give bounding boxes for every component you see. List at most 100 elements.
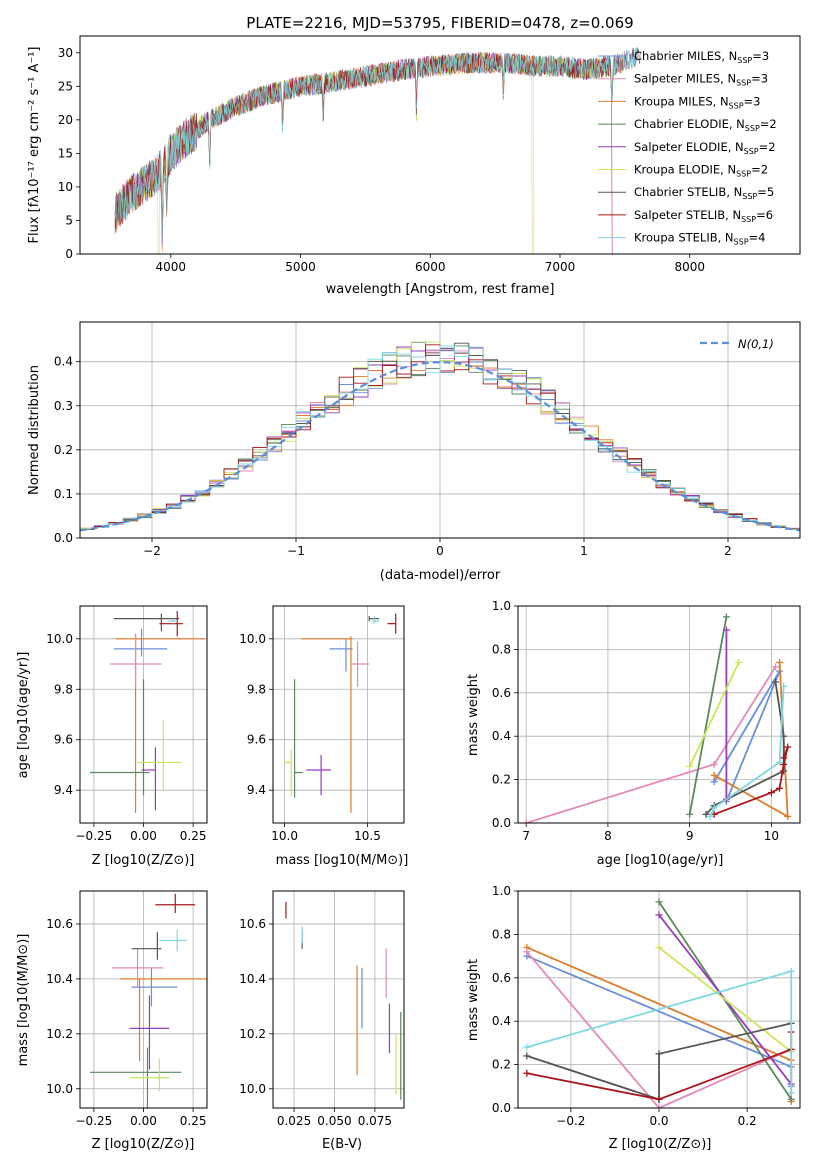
y-tick-label: 9.4 <box>54 783 73 797</box>
age-vs-mass-xlabel: mass [log10(M/M⊙)] <box>276 853 409 868</box>
spectrum-series-line <box>114 47 638 239</box>
y-tick-label: 0.4 <box>54 355 73 369</box>
x-tick-label: 0.25 <box>180 829 207 843</box>
age-vs-z-xlabel: Z [log10(Z/Z⊙)] <box>92 853 195 868</box>
x-tick-label: −0.2 <box>556 1114 585 1128</box>
spectrum-legend: Chabrier MILES, NSSP=3 Salpeter MILES, NS… <box>598 49 777 247</box>
residuals-ylabel: Normed distribution <box>27 365 42 495</box>
plot-area <box>523 898 795 1108</box>
x-tick-label: 0 <box>436 544 444 558</box>
legend-entry: Kroupa STELIB, NSSP=4 <box>634 231 765 247</box>
x-tick-label: 0.00 <box>130 829 157 843</box>
x-tick-label: 1 <box>580 544 588 558</box>
x-tick-label: 0.050 <box>317 1114 351 1128</box>
y-tick-label: 0.2 <box>492 1058 511 1072</box>
legend-entry: Salpeter ELODIE, NSSP=2 <box>634 140 776 156</box>
residuals-legend: N(0,1) <box>700 337 774 351</box>
y-tick-label: 0.0 <box>492 1101 511 1115</box>
weight-vs-age-xlabel: age [log10(age/yr)] <box>597 853 724 868</box>
y-tick-label: 0.6 <box>492 686 511 700</box>
normal-reference-curve <box>80 360 800 532</box>
mass-vs-ebv-xlabel: E(B-V) <box>322 1137 362 1152</box>
x-tick-label: −0.25 <box>76 829 113 843</box>
plot-area <box>89 611 206 813</box>
spectrum-xlabel: wavelength [Angstrom, rest frame] <box>326 282 555 297</box>
y-tick-label: 20 <box>58 113 73 127</box>
y-tick-label: 9.8 <box>247 682 266 696</box>
panel-weight-vs-age: 7 8 9 10 0.0 0.2 0.4 0.6 0.8 1.0 <box>492 599 801 843</box>
spectrum-ylabel: Flux [fλ10⁻¹⁷ erg cm⁻² s⁻¹ A⁻¹] <box>27 47 42 244</box>
mass-vs-z-ylabel: mass [log10(M/M⊙)] <box>16 934 31 1067</box>
plot-area <box>284 613 397 813</box>
x-tick-label: 0.00 <box>130 1114 157 1128</box>
axes-frame <box>517 605 801 824</box>
y-tick-label: 15 <box>58 146 73 160</box>
y-tick-label: 9.8 <box>54 682 73 696</box>
x-tick-label: 8 <box>604 829 612 843</box>
axes-frame <box>79 890 208 1109</box>
y-tick-label: 0.2 <box>54 443 73 457</box>
y-tick-label: 1.0 <box>492 599 511 613</box>
y-tick-label: 0.4 <box>492 1014 511 1028</box>
spectrum-title: PLATE=2216, MJD=53795, FIBERID=0478, z=0… <box>246 14 633 32</box>
x-tick-label: 5000 <box>285 260 316 274</box>
weight-vs-age-ylabel: mass weight <box>466 674 481 756</box>
axes-frame <box>517 890 801 1109</box>
x-tick-label: 10.0 <box>271 829 298 843</box>
age-vs-z-ylabel: age [log10(age/yr)] <box>16 652 31 779</box>
y-tick-label: 0.0 <box>54 531 73 545</box>
x-tick-label: 6000 <box>415 260 446 274</box>
x-tick-label: 0.0 <box>649 1114 668 1128</box>
weight-series-line <box>688 662 740 767</box>
y-tick-label: 9.4 <box>247 783 266 797</box>
y-tick-label: 1.0 <box>492 884 511 898</box>
axes-frame <box>272 890 405 1109</box>
x-tick-label: −0.25 <box>76 1114 113 1128</box>
x-tick-label: −2 <box>143 544 161 558</box>
weight-series-line <box>709 686 785 817</box>
legend-entry: Chabrier ELODIE, NSSP=2 <box>634 117 777 133</box>
x-tick-label: 7 <box>522 829 530 843</box>
weight-series-line <box>713 746 789 816</box>
y-tick-label: 0.8 <box>492 642 511 656</box>
weight-vs-z-xlabel: Z [log10(Z/Z⊙)] <box>609 1137 712 1152</box>
x-tick-label: 10 <box>764 829 779 843</box>
weight-series-line <box>525 666 777 823</box>
x-tick-label: 4000 <box>156 260 187 274</box>
legend-entry: Chabrier STELIB, NSSP=5 <box>634 185 774 201</box>
x-tick-label: 10.5 <box>354 829 381 843</box>
y-tick-label: 30 <box>58 46 73 60</box>
y-tick-label: 10.2 <box>46 1027 73 1041</box>
x-tick-label: 0.25 <box>180 1114 207 1128</box>
plot-area <box>89 893 207 1108</box>
panel-age-vs-mass: 10.0 10.5 9.4 9.6 9.8 10.0 <box>239 605 405 843</box>
panel-mass-vs-Z: −0.25 0.00 0.25 10.0 10.2 10.4 10.6 <box>46 890 208 1128</box>
y-tick-label: 10.0 <box>46 1082 73 1096</box>
x-tick-label: −1 <box>287 544 305 558</box>
y-tick-label: 25 <box>58 79 73 93</box>
y-tick-label: 0.6 <box>492 971 511 985</box>
legend-entry: Chabrier MILES, NSSP=3 <box>634 49 769 65</box>
weight-series-line <box>688 616 728 815</box>
residuals-xlabel: (data-model)/error <box>380 568 501 583</box>
plot-area <box>80 341 800 538</box>
axes-frame <box>272 605 405 824</box>
y-tick-label: 0.0 <box>492 816 511 830</box>
y-tick-label: 10.0 <box>239 632 266 646</box>
y-tick-label: 10.0 <box>46 632 73 646</box>
panel-residuals: −2 −1 0 1 2 0.0 0.1 0.2 0.3 0.4 N(0,1) <box>54 321 801 558</box>
weight-series-line <box>526 951 792 1108</box>
y-tick-label: 0.8 <box>492 927 511 941</box>
y-tick-label: 0.4 <box>492 729 511 743</box>
x-tick-label: 8000 <box>674 260 705 274</box>
weight-vs-z-ylabel: mass weight <box>466 959 481 1041</box>
weight-series-line <box>526 1022 792 1101</box>
plot-area <box>114 47 641 254</box>
y-tick-label: 0 <box>65 247 73 261</box>
x-tick-label: 0.075 <box>358 1114 392 1128</box>
legend-entry: Salpeter STELIB, NSSP=6 <box>634 208 773 224</box>
y-tick-label: 10.4 <box>239 972 266 986</box>
y-tick-label: 0.2 <box>492 773 511 787</box>
axes-frame <box>79 605 208 824</box>
